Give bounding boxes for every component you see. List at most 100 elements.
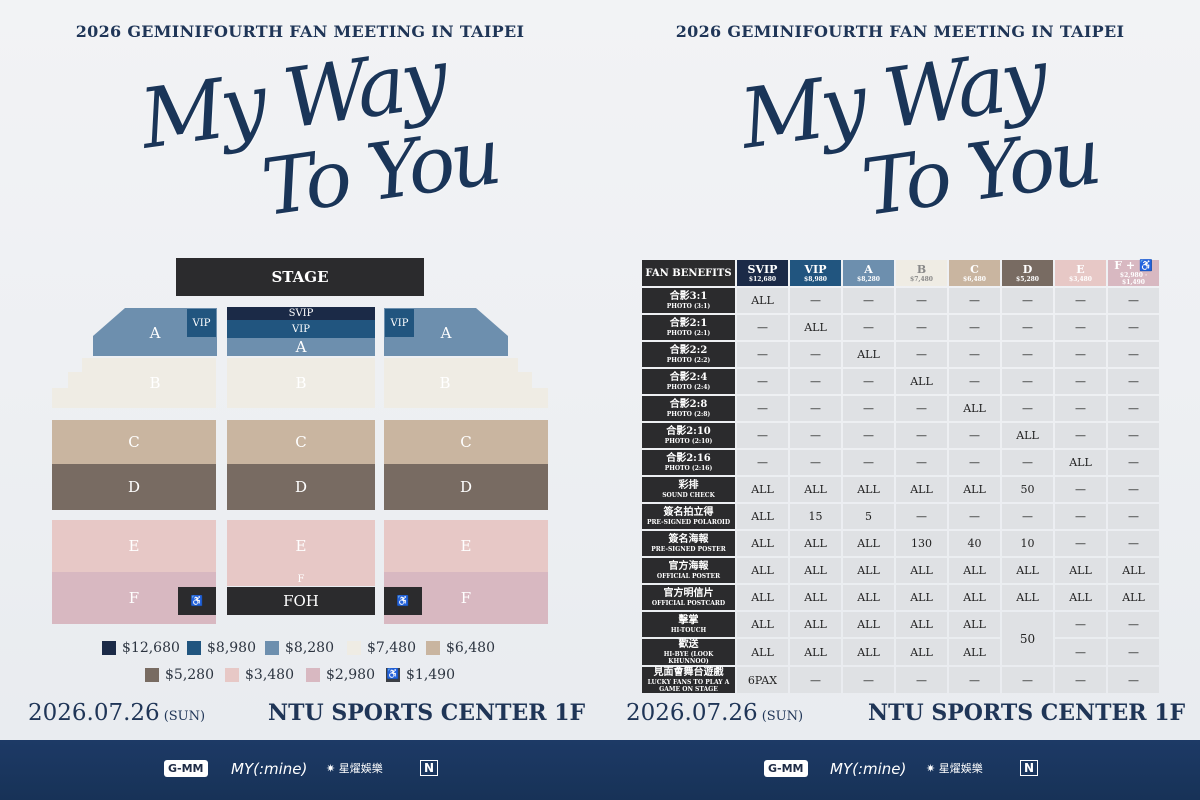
section-e-center[interactable]: E xyxy=(227,520,375,572)
legend-swatch xyxy=(347,641,361,655)
wheelchair-icon: ♿ xyxy=(384,587,422,615)
date-text: 2026.07.26 xyxy=(28,700,160,726)
section-b-left[interactable]: B xyxy=(149,374,161,392)
benefit-cell: — xyxy=(1055,612,1106,637)
column-price: $12,680 xyxy=(748,275,777,283)
legend-price: $8,280 xyxy=(285,640,334,656)
benefit-cell: — xyxy=(1002,288,1053,313)
legend-item: $12,680 xyxy=(102,640,180,656)
section-e-right[interactable]: E xyxy=(384,520,548,572)
benefit-cell: — xyxy=(1002,369,1053,394)
section-b-left-shape xyxy=(52,358,216,408)
benefit-cell: — xyxy=(896,450,947,475)
table-row: 合影2:1 PHOTO (2:1) — ALL — — — — — — xyxy=(642,315,1159,340)
benefit-cell: — xyxy=(790,288,841,313)
benefit-name-en: PHOTO (2:4) xyxy=(666,384,711,391)
column-header: SVIP $12,680 xyxy=(737,260,788,286)
benefit-cell: — xyxy=(737,315,788,340)
benefit-cell: — xyxy=(1002,504,1053,529)
legend-swatch xyxy=(102,641,116,655)
benefit-name-zh: 合影2:4 xyxy=(669,372,708,383)
benefit-cell: — xyxy=(949,369,1000,394)
section-b-center[interactable]: B xyxy=(227,358,375,408)
section-vip-left[interactable]: VIP xyxy=(187,309,216,337)
benefit-cell: — xyxy=(949,504,1000,529)
column-header: F + ♿ $2,980 · $1,490 xyxy=(1108,260,1159,286)
legend-item: $6,480 xyxy=(426,640,495,656)
mymine-logo: MY(:mine) xyxy=(830,760,907,778)
legend-price: $1,490 xyxy=(406,667,455,683)
section-c-center[interactable]: C xyxy=(227,420,375,464)
section-a-left[interactable]: A xyxy=(149,324,161,342)
benefit-cell: — xyxy=(790,423,841,448)
benefit-cell: ALL xyxy=(949,585,1000,610)
stage: STAGE xyxy=(176,258,424,296)
benefit-name-en: HI-BYE (LOOK KHUNNOO) xyxy=(663,651,714,665)
benefit-cell: 130 xyxy=(896,531,947,556)
benefit-cell: — xyxy=(896,342,947,367)
benefit-name-zh: 合影2:1 xyxy=(669,318,708,329)
section-e-left[interactable]: E xyxy=(52,520,216,572)
benefit-cell: ALL xyxy=(1055,450,1106,475)
section-c-left[interactable]: C xyxy=(52,420,216,464)
column-price: $8,980 xyxy=(804,275,827,283)
benefit-name-en: PHOTO (3:1) xyxy=(666,303,711,310)
benefit-cell: ALL xyxy=(790,585,841,610)
column-header: C $6,480 xyxy=(949,260,1000,286)
benefit-label: 擊掌 HI-TOUCH xyxy=(642,612,735,637)
benefit-name-zh: 合影2:2 xyxy=(669,345,708,356)
benefit-cell: ALL xyxy=(896,585,947,610)
benefit-cell: ALL xyxy=(843,612,894,637)
section-a-center[interactable]: A xyxy=(227,338,375,356)
section-svip[interactable]: SVIP xyxy=(227,307,375,320)
column-header: A $8,280 xyxy=(843,260,894,286)
section-f-center[interactable]: F xyxy=(227,572,375,586)
benefit-cell: ALL xyxy=(790,477,841,502)
benefit-cell: ALL xyxy=(1108,585,1159,610)
benefit-cell: — xyxy=(949,288,1000,313)
gmm-logo: G-MM xyxy=(764,760,808,777)
benefit-cell: — xyxy=(1108,342,1159,367)
benefit-cell: — xyxy=(737,369,788,394)
legend-price: $7,480 xyxy=(367,640,416,656)
benefit-cell: — xyxy=(1055,342,1106,367)
section-a-right[interactable]: A xyxy=(440,324,452,342)
benefit-name-en: HI-TOUCH xyxy=(670,627,707,634)
event-date: 2026.07.26 (SUN) xyxy=(28,700,205,726)
benefit-cell: ALL xyxy=(737,504,788,529)
benefit-cell: — xyxy=(949,450,1000,475)
legend-price: $8,980 xyxy=(207,640,256,656)
section-vip-center[interactable]: VIP xyxy=(227,320,375,338)
legend-item: $2,980 xyxy=(306,667,375,683)
benefit-cell: — xyxy=(1108,450,1159,475)
column-price: $8,280 xyxy=(857,275,880,283)
section-b-right[interactable]: B xyxy=(439,374,451,392)
section-d-center[interactable]: D xyxy=(227,464,375,510)
section-d-right[interactable]: D xyxy=(384,464,548,510)
section-c-right[interactable]: C xyxy=(384,420,548,464)
benefit-cell: 40 xyxy=(949,531,1000,556)
event-title: 2026 GEMINIFOURTH FAN MEETING IN TAIPEI xyxy=(75,22,525,41)
wheelchair-icon: ♿ xyxy=(386,668,400,682)
section-d-left[interactable]: D xyxy=(52,464,216,510)
legend-price: $5,280 xyxy=(165,667,214,683)
benefit-cell: — xyxy=(1002,315,1053,340)
table-row: 官方明信片 OFFICIAL POSTCARD ALL ALL ALL ALL ALL ALL… xyxy=(642,585,1159,610)
benefit-cell: — xyxy=(1108,667,1159,693)
star-logo: ✷ 星燿娛樂 xyxy=(326,762,383,775)
benefit-name-en: SOUND CHECK xyxy=(662,492,715,499)
section-vip-right[interactable]: VIP xyxy=(385,309,414,337)
benefit-cell: — xyxy=(1055,639,1106,665)
table-row: 簽名拍立得 PRE-SIGNED POLAROID ALL 15 5— — — — — xyxy=(642,504,1159,529)
benefit-cell: — xyxy=(1055,531,1106,556)
legend-swatch xyxy=(265,641,279,655)
benefit-name-zh: 擊掌 xyxy=(678,615,699,626)
benefit-cell: ALL xyxy=(1002,585,1053,610)
benefit-cell: — xyxy=(1055,423,1106,448)
benefit-cell: — xyxy=(1108,612,1159,637)
benefit-cell: ALL xyxy=(949,477,1000,502)
benefit-cell: ALL xyxy=(949,612,1000,637)
benefit-cell: ALL xyxy=(949,558,1000,583)
benefit-cell: — xyxy=(1108,423,1159,448)
legend-swatch xyxy=(145,668,159,682)
